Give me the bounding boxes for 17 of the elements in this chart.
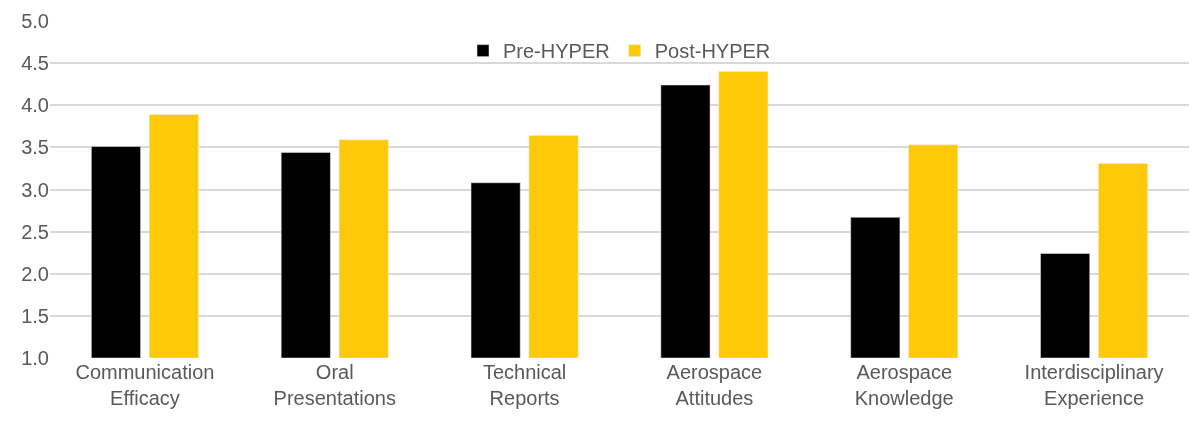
y-tick-label: 2.0 (21, 262, 49, 285)
x-tick-label: Aerospace Knowledge (854, 361, 954, 409)
y-tick-label: 5.0 (21, 10, 49, 32)
x-tick-label: Communication Efficacy (75, 361, 215, 409)
legend-label: Post-HYPER (654, 40, 771, 63)
y-tick-label: 3.5 (21, 136, 49, 159)
y-tick-label: 4.0 (21, 94, 49, 117)
y-tick-label: 4.5 (21, 52, 49, 75)
x-tick-label: Technical Reports (482, 361, 567, 409)
y-tick-label: 1.5 (21, 304, 49, 327)
y-tick-label: 2.5 (21, 220, 49, 243)
y-tick-label: 3.0 (21, 178, 49, 201)
legend-label: Pre-HYPER (503, 40, 610, 63)
x-tick-label: Aerospace Attitudes (666, 361, 763, 409)
x-tick-label: Oral Presentations (273, 361, 396, 409)
y-tick-label: 1.0 (21, 347, 49, 369)
x-tick-label: Interdisciplinary Experience (1024, 361, 1164, 409)
